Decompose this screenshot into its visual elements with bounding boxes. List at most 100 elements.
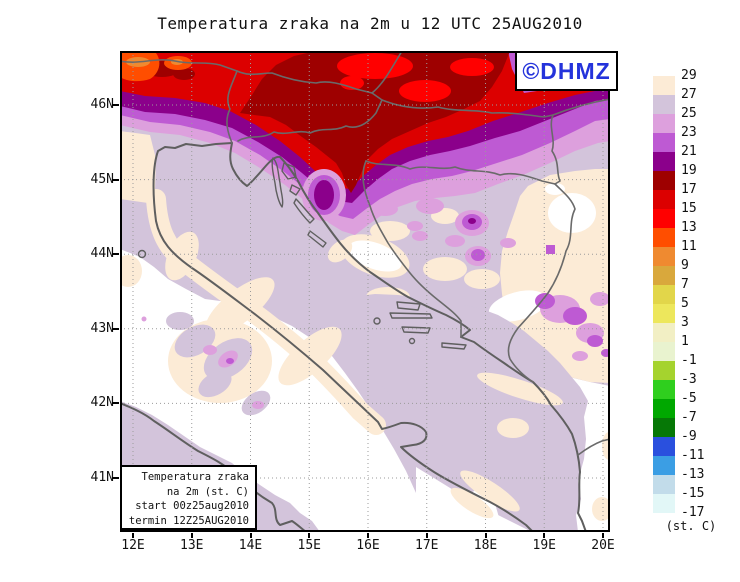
colorbar-label: -9 xyxy=(681,429,697,444)
cool-patch xyxy=(166,312,194,330)
colorbar-swatch xyxy=(653,266,675,285)
lon-tick-label: 17E xyxy=(415,538,439,553)
cool-core xyxy=(587,335,603,347)
colorbar-swatch xyxy=(653,399,675,418)
colorbar-label: 29 xyxy=(681,68,697,83)
axis-tick xyxy=(367,533,369,538)
island-outline xyxy=(401,326,431,334)
cream-patch xyxy=(464,269,500,289)
axis-tick xyxy=(190,533,193,538)
cream-patch xyxy=(477,372,563,406)
border-hungary xyxy=(381,98,610,118)
axis-tick xyxy=(112,253,119,256)
cool-patch xyxy=(412,231,428,241)
cream-west-strip xyxy=(120,131,156,203)
cool-core xyxy=(535,293,555,309)
cream-patch xyxy=(423,257,467,281)
cool-core xyxy=(226,358,234,364)
cream-patch xyxy=(278,326,342,386)
colorbar-label: -7 xyxy=(681,410,697,425)
cold-pocket xyxy=(314,180,334,210)
cold-spot xyxy=(399,80,451,102)
border-sava xyxy=(365,160,556,185)
dhmz-logo-box: ©DHMZ xyxy=(515,51,618,91)
colorbar-swatch xyxy=(653,247,675,266)
island-outline xyxy=(396,301,421,311)
colorbar-swatch xyxy=(653,133,675,152)
lon-tick-label: 18E xyxy=(473,538,498,553)
cream-patch xyxy=(327,239,353,263)
color-scale-unit: (st. C) xyxy=(665,519,717,533)
island-outline xyxy=(408,337,416,345)
cool-patch xyxy=(445,235,465,247)
axis-tick xyxy=(112,327,119,330)
cool-core xyxy=(252,401,264,409)
axis-tick xyxy=(484,533,487,538)
cool-dot xyxy=(141,316,147,322)
lon-tick-label: 13E xyxy=(180,538,204,553)
info-box-line: na 2m (st. C) xyxy=(166,485,249,498)
colorbar-swatch xyxy=(653,228,675,247)
graticule xyxy=(120,51,610,532)
colorbar-swatch xyxy=(653,190,675,209)
cold-spot xyxy=(337,53,413,79)
border-alps xyxy=(120,59,383,101)
axis-tick xyxy=(602,533,604,538)
colorbar-swatch xyxy=(653,114,675,133)
cool-patch xyxy=(416,198,444,214)
colorbar-label: 13 xyxy=(681,220,697,235)
cool-core xyxy=(203,345,217,355)
colorbar-swatch xyxy=(653,285,675,304)
white-patch xyxy=(545,183,565,195)
colorbar-swatch xyxy=(653,95,675,114)
colorbar-label: 23 xyxy=(681,125,697,140)
axis-tick xyxy=(249,533,252,538)
axis-tick xyxy=(112,178,119,181)
axis-tick xyxy=(308,533,311,538)
map-frame xyxy=(120,51,610,532)
colorbar-swatch xyxy=(653,171,675,190)
cool-patch xyxy=(590,292,610,306)
cool-core xyxy=(468,218,476,224)
colorbar-label: -17 xyxy=(681,505,705,520)
colorbar-swatch xyxy=(653,209,675,228)
island-outline xyxy=(289,184,301,196)
colorbar-label: 7 xyxy=(681,277,689,292)
colorbar-swatch xyxy=(653,342,675,361)
colorbar-swatch xyxy=(653,76,675,95)
lat-tick-label: 46N xyxy=(90,97,114,112)
white-patch xyxy=(348,240,402,272)
colorbar-label: -5 xyxy=(681,391,697,406)
cream-patch xyxy=(370,221,410,241)
border-bosnia-west xyxy=(362,160,462,338)
lat-tick-label: 44N xyxy=(90,246,114,262)
info-inset-box: Temperatura zraka na 2m (st. C) start 00z2… xyxy=(120,465,257,530)
temperature-map xyxy=(120,51,610,532)
colorbar-label: 3 xyxy=(681,315,689,330)
colorbar-label: 9 xyxy=(681,258,689,273)
colorbar-swatch xyxy=(653,380,675,399)
colorbar-label: -13 xyxy=(681,467,705,482)
axis-tick xyxy=(112,402,119,405)
lat-tick-label: 42N xyxy=(90,395,114,411)
colorbar-label: 1 xyxy=(681,334,689,349)
cold-spot xyxy=(173,68,195,80)
colorbar-swatch xyxy=(653,418,675,437)
lon-tick-label: 14E xyxy=(238,538,263,553)
colorbar-label: 5 xyxy=(681,296,689,311)
colorbar-label: 15 xyxy=(681,201,697,216)
lon-tick-label: 19E xyxy=(532,538,556,553)
lon-tick-label: 16E xyxy=(356,538,380,553)
border-slovenia-croatia xyxy=(237,99,383,142)
lat-tick-label: 41N xyxy=(90,470,114,485)
cool-patch xyxy=(500,238,516,248)
colorbar-label: 27 xyxy=(681,87,697,102)
island-outline xyxy=(373,317,381,325)
cream-patch xyxy=(165,231,199,281)
page-title: Temperatura zraka na 2m u 12 UTC 25AUG20… xyxy=(157,14,583,33)
colorbar-label: -1 xyxy=(681,353,697,368)
info-box-line: termin 12Z25AUG2010 xyxy=(128,514,249,527)
colorbar-swatch xyxy=(653,323,675,342)
cool-patch xyxy=(572,351,588,361)
